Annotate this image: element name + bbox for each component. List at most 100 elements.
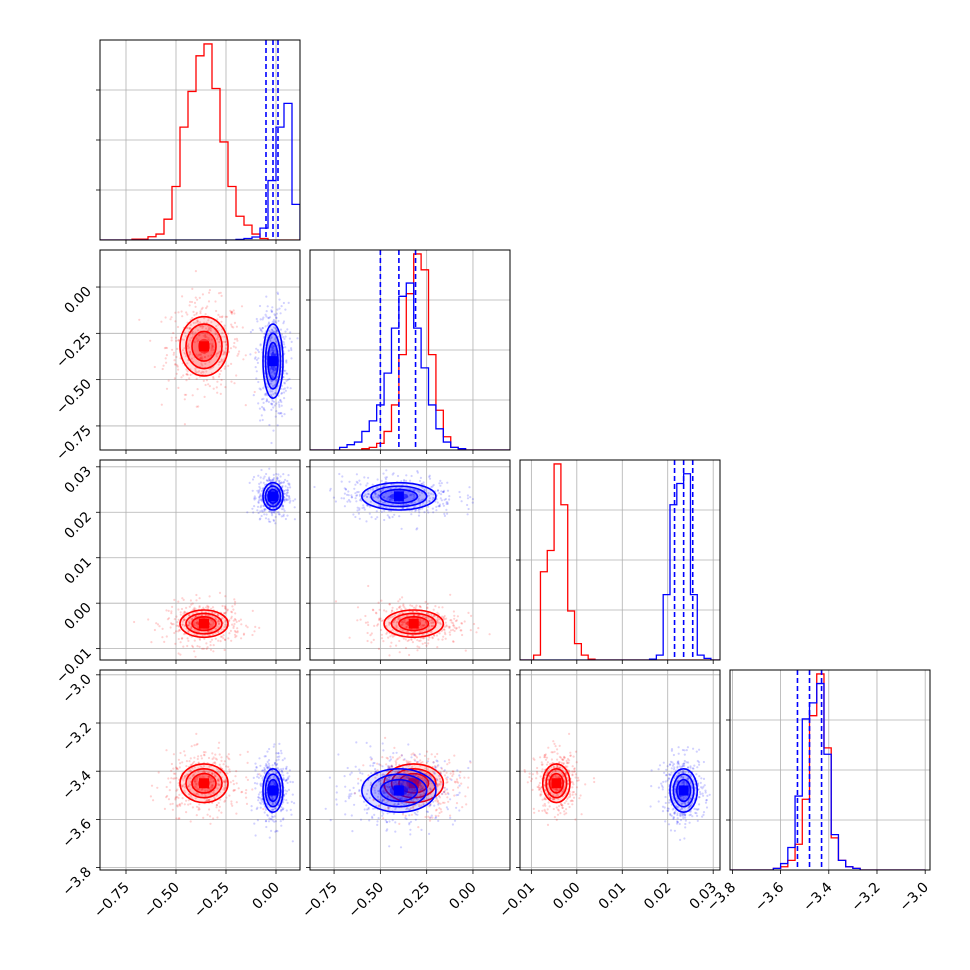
scatter-point [286,479,289,483]
scatter-point [184,612,187,615]
scatter-point [448,498,451,501]
scatter-point [446,489,450,492]
scatter-point [380,633,383,636]
scatter-point [200,358,204,361]
scatter-point [228,758,231,761]
scatter-point [289,331,292,334]
scatter-point [432,770,435,773]
scatter-point [234,631,237,634]
scatter-point [208,634,211,637]
scatter-point [251,507,254,510]
scatter-point [475,631,478,634]
scatter-point [438,505,441,508]
scatter-point [377,790,381,793]
scatter-point [223,350,226,353]
scatter-point [200,765,203,768]
scatter-point [246,511,249,514]
scatter-point [398,606,401,609]
scatter-point [245,624,248,627]
scatter-point [195,621,198,624]
scatter-point [188,621,191,625]
scatter-point [153,365,156,369]
scatter-point [401,622,404,626]
scatter-point [200,754,203,757]
scatter-point [217,336,220,339]
scatter-point [261,326,264,330]
scatter-point [244,792,247,795]
scatter-point [360,499,363,502]
scatter-point [165,609,168,612]
scatter-point [420,761,423,764]
scatter-point [329,489,332,492]
scatter-point [229,781,232,784]
scatter-point [275,752,278,755]
y-tick-label: −3.6 [59,816,94,851]
scatter-point [459,496,462,499]
scatter-point [401,813,405,816]
scatter-point [173,359,176,362]
scatter-point [266,767,269,770]
scatter-point [263,509,266,512]
scatter-point [391,609,394,612]
scatter-point [220,320,223,323]
scatter-point [355,494,358,497]
scatter-point [217,622,220,625]
scatter-point [285,778,288,781]
scatter-point [217,620,220,623]
scatter-point [152,799,155,802]
scatter-point [418,494,421,497]
scatter-point [416,649,419,652]
scatter-point [199,321,202,324]
scatter-point [280,400,283,404]
scatter-point [390,609,393,613]
scatter-point [210,786,213,789]
scatter-point [445,624,448,627]
scatter-point [235,634,238,638]
scatter-point [424,600,427,604]
scatter-point [355,473,358,476]
scatter-point [391,473,394,476]
scatter-point [445,778,449,781]
scatter-point [410,638,413,641]
scatter-point [441,783,444,786]
scatter-point [280,768,283,771]
scatter-point [272,477,276,480]
scatter-point [402,758,405,762]
scatter-point [375,495,378,498]
scatter-point [389,645,392,648]
scatter-point [469,760,472,763]
scatter-point [254,351,257,354]
scatter-point [262,407,265,410]
scatter-point [186,345,189,348]
scatter-point [209,648,213,651]
scatter-point [217,639,220,642]
scatter-point [194,797,197,800]
histogram-red [520,463,720,660]
scatter-point [204,334,207,337]
scatter-point [431,619,434,622]
scatter-point [453,614,456,617]
scatter-point [286,781,289,785]
scatter-point [283,369,286,372]
scatter-point [436,784,440,787]
y-tick-label: −0.25 [53,330,95,372]
scatter-point [186,370,189,373]
scatter-point [382,773,385,776]
scatter-point [274,515,277,519]
scatter-point [288,496,291,499]
scatter-point [388,499,391,502]
x-tick-label: −0.25 [392,880,434,922]
scatter-point [265,295,268,298]
scatter-point [227,753,230,756]
scatter-point [226,609,229,612]
density-peak [408,618,419,629]
scatter-point [274,368,277,371]
scatter-point [230,800,233,803]
scatter-point [189,769,193,773]
scatter-point [189,352,192,356]
scatter-point [214,637,217,640]
scatter-point [266,814,269,817]
scatter-point [215,355,218,358]
scatter-point [226,772,229,775]
scatter-point [273,815,276,818]
